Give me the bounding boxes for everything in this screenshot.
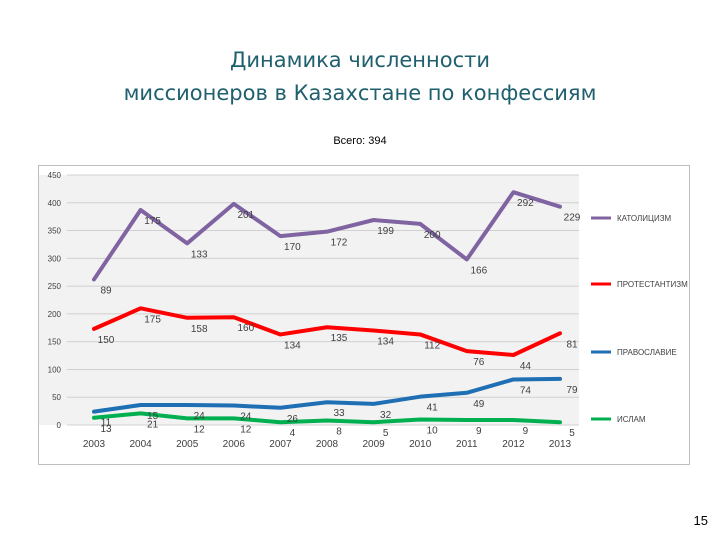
data-label: 158	[191, 324, 208, 335]
data-label: 9	[476, 426, 482, 437]
x-tick-label: 2010	[409, 439, 432, 450]
legend-label: ИСЛАМ	[617, 415, 646, 424]
data-label: 21	[147, 419, 159, 430]
data-label: 41	[427, 403, 439, 414]
series-line-1	[92, 306, 562, 357]
data-label: 81	[566, 339, 578, 350]
data-label: 135	[331, 333, 348, 344]
chart-frame: 0 50 100 150 200 250 300 350 400 450 2003 2004 2005 2…	[38, 165, 690, 465]
plot-area	[39, 175, 579, 425]
y-tick-label: 400	[48, 199, 62, 208]
data-label: 160	[237, 323, 254, 334]
total-label: Всего: 394	[333, 135, 387, 147]
data-label: 133	[191, 249, 208, 260]
x-tick-label: 2003	[83, 439, 106, 450]
slide-title: Динамика численности миссионеров в Казах…	[0, 44, 720, 110]
data-label: 5	[569, 428, 575, 439]
data-label: 292	[517, 198, 534, 209]
data-label: 79	[566, 385, 578, 396]
page-number: 15	[693, 513, 708, 528]
data-label: 74	[520, 385, 532, 396]
data-label: 24	[240, 412, 252, 423]
y-tick-label: 200	[48, 310, 62, 319]
x-tick-label: 2012	[502, 439, 525, 450]
y-tick-label: 300	[48, 254, 62, 263]
data-label: 201	[237, 210, 254, 221]
x-tick-label: 2007	[269, 439, 292, 450]
data-label: 200	[424, 230, 441, 241]
data-label: 9	[523, 426, 529, 437]
data-label: 175	[144, 216, 161, 227]
data-label: 8	[336, 427, 342, 438]
data-label: 12	[194, 424, 206, 435]
data-label: 12	[240, 424, 252, 435]
data-label: 4	[290, 428, 296, 439]
y-tick-label: 450	[48, 171, 62, 180]
y-tick-label: 250	[48, 282, 62, 291]
data-label: 32	[380, 410, 392, 421]
data-label: 76	[473, 357, 485, 368]
y-tick-label: 350	[48, 227, 62, 236]
data-label: 150	[98, 335, 115, 346]
data-label: 134	[284, 340, 301, 351]
data-label: 166	[470, 265, 487, 276]
legend-label: КАТОЛИЦИЗМ	[617, 214, 672, 223]
x-tick-label: 2008	[316, 439, 339, 450]
x-tick-label: 2004	[129, 439, 152, 450]
data-label: 33	[333, 408, 345, 419]
data-label: 199	[377, 226, 394, 237]
data-label: 11	[101, 418, 112, 429]
data-label: 134	[377, 337, 394, 348]
data-label: 112	[424, 340, 440, 351]
x-tick-label: 2011	[456, 439, 478, 450]
data-label: 10	[427, 425, 439, 436]
data-label: 44	[520, 361, 532, 372]
series-line-3	[92, 411, 562, 425]
data-label: 172	[331, 238, 348, 249]
y-tick-label: 0	[57, 421, 62, 430]
data-label: 175	[144, 314, 161, 325]
data-label: 89	[100, 285, 112, 296]
data-label: 24	[194, 411, 206, 422]
y-tick-label: 150	[48, 338, 62, 347]
series-line-2	[92, 376, 562, 414]
data-label: 229	[564, 213, 581, 224]
x-tick-label: 2013	[549, 439, 572, 450]
data-label: 15	[147, 411, 159, 422]
data-label: 13	[100, 424, 112, 435]
y-tick-label: 100	[48, 365, 62, 374]
x-tick-label: 2005	[176, 439, 199, 450]
data-label: 49	[473, 399, 485, 410]
legend-label: ПРОТЕСТАНТИЗМ	[617, 280, 688, 289]
x-tick-label: 2006	[223, 439, 246, 450]
data-label: 170	[284, 242, 301, 253]
title-line-2: миссионеров в Казахстане по конфессиям	[123, 81, 597, 105]
data-label: 5	[383, 428, 389, 439]
legend-label: ПРАВОСЛАВИЕ	[617, 348, 677, 357]
y-tick-label: 50	[52, 393, 61, 402]
data-label: 26	[287, 414, 299, 425]
x-tick-label: 2009	[362, 439, 385, 450]
title-line-1: Динамика численности	[229, 48, 491, 72]
series-line-0	[92, 190, 562, 282]
